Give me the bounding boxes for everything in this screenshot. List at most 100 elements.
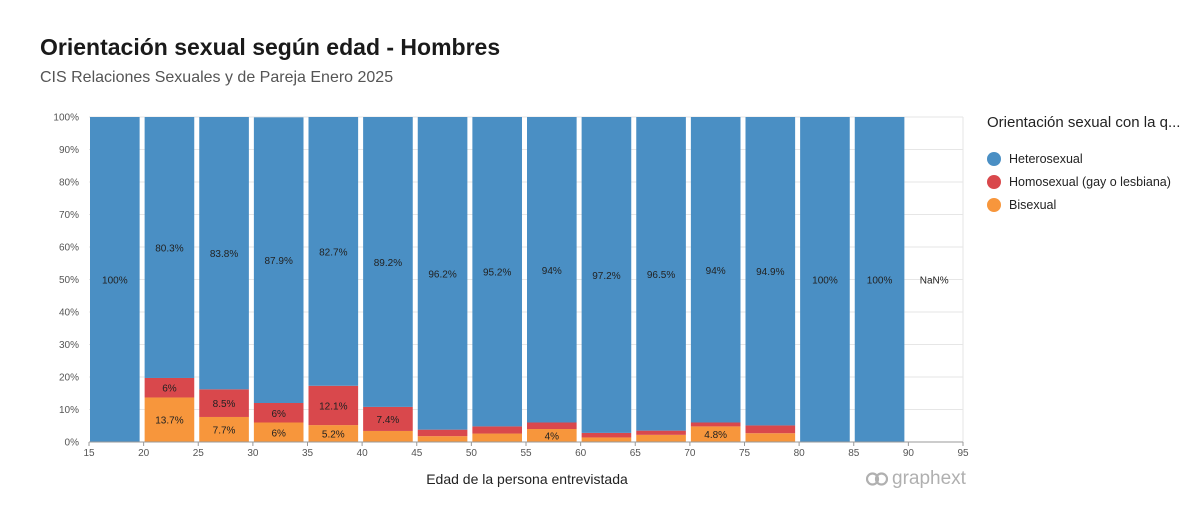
graphext-logo-icon bbox=[866, 472, 888, 486]
bar-segment-bi bbox=[144, 397, 195, 442]
data-label-hetero: 100% bbox=[102, 276, 128, 287]
bar-segment-bi bbox=[636, 434, 686, 442]
data-label-bi: 7.7% bbox=[213, 425, 236, 436]
x-tick-label: 95 bbox=[957, 448, 969, 459]
data-label-bi: 4% bbox=[545, 432, 560, 443]
data-label-homo: 6% bbox=[162, 384, 177, 395]
bar-segment-hetero bbox=[581, 117, 632, 433]
data-label-homo: 12.1% bbox=[319, 401, 347, 412]
bar-segment-bi bbox=[253, 422, 304, 442]
bar-segment-bi bbox=[745, 433, 796, 442]
bar-segment-bi bbox=[472, 433, 522, 442]
x-tick-label: 25 bbox=[193, 448, 205, 459]
x-tick-label: 20 bbox=[138, 448, 150, 459]
x-tick-label: 55 bbox=[520, 448, 532, 459]
bar-segment-homo bbox=[690, 422, 741, 427]
x-tick-label: 90 bbox=[903, 448, 915, 459]
bar-segment-hetero bbox=[527, 117, 577, 423]
brand-name: graphext bbox=[892, 468, 966, 489]
bar-segment-bi bbox=[690, 426, 741, 442]
y-tick-label: 90% bbox=[59, 145, 79, 156]
data-label-bi: 4.8% bbox=[704, 430, 727, 441]
bar-segment-hetero bbox=[253, 117, 304, 403]
brand-logo: graphext bbox=[866, 468, 966, 490]
y-tick-label: 80% bbox=[59, 178, 79, 189]
chart-subtitle: CIS Relaciones Sexuales y de Pareja Ener… bbox=[40, 69, 394, 86]
data-label-hetero: 94% bbox=[542, 266, 562, 277]
y-tick-label: 60% bbox=[59, 243, 79, 254]
legend: Orientación sexual con la q... Heterosex… bbox=[987, 114, 1180, 216]
data-label-hetero: 97.2% bbox=[592, 271, 620, 282]
data-label-hetero: 95.2% bbox=[483, 268, 511, 279]
data-label-hetero: 100% bbox=[867, 276, 893, 287]
data-label-hetero: 94% bbox=[706, 266, 726, 277]
data-label-hetero: 100% bbox=[812, 276, 838, 287]
data-label-hetero: 83.8% bbox=[210, 249, 238, 260]
chart-title: Orientación sexual según edad - Hombres bbox=[40, 34, 501, 60]
bar-segment-hetero bbox=[90, 117, 140, 442]
legend-item-bisexual[interactable]: Bisexual bbox=[987, 193, 1180, 216]
data-label-hetero: 96.5% bbox=[647, 270, 675, 281]
bar-segment-hetero bbox=[472, 117, 522, 427]
y-tick-label: 10% bbox=[59, 405, 79, 416]
bar-segment-hetero bbox=[363, 117, 413, 407]
bar-segment-bi bbox=[581, 437, 632, 442]
data-label-homo: 8.5% bbox=[213, 399, 236, 410]
bar-segment-homo bbox=[472, 426, 522, 434]
bar-segment-hetero bbox=[854, 117, 905, 442]
data-label-bi: 13.7% bbox=[155, 416, 183, 427]
x-tick-label: 30 bbox=[247, 448, 259, 459]
x-tick-label: 40 bbox=[357, 448, 369, 459]
y-tick-label: 30% bbox=[59, 340, 79, 351]
bar-segment-homo bbox=[527, 422, 577, 429]
y-tick-label: 0% bbox=[65, 438, 80, 449]
bar-segment-hetero bbox=[417, 117, 468, 430]
bar-segment-homo bbox=[581, 432, 632, 438]
bar-segment-homo bbox=[363, 406, 413, 431]
bar-segment-homo bbox=[636, 430, 686, 435]
x-tick-label: 50 bbox=[466, 448, 478, 459]
x-tick-label: 35 bbox=[302, 448, 314, 459]
bar-segment-homo bbox=[253, 403, 304, 423]
data-label-homo: 6% bbox=[271, 409, 286, 420]
bar-segment-hetero bbox=[690, 117, 741, 423]
bar-segment-bi bbox=[308, 425, 359, 442]
legend-title: Orientación sexual con la q... bbox=[987, 114, 1181, 131]
bar-segment-homo bbox=[417, 429, 468, 437]
bar-segment-homo bbox=[199, 389, 249, 417]
y-tick-label: 40% bbox=[59, 308, 79, 319]
legend-swatch-homosexual bbox=[987, 174, 1001, 189]
legend-label-heterosexual: Heterosexual bbox=[1009, 151, 1083, 166]
y-tick-label: 50% bbox=[59, 275, 79, 286]
legend-swatch-bisexual bbox=[987, 197, 1001, 212]
bar-segment-hetero bbox=[199, 117, 249, 390]
bar-segment-hetero bbox=[308, 117, 359, 386]
x-tick-label: 45 bbox=[411, 448, 423, 459]
bar-segment-hetero bbox=[144, 117, 195, 378]
legend-label-bisexual: Bisexual bbox=[1009, 197, 1057, 212]
data-label-homo: 7.4% bbox=[377, 415, 400, 426]
data-label-hetero: 82.7% bbox=[319, 247, 347, 258]
legend-swatch-heterosexual bbox=[987, 151, 1001, 166]
data-label-bi: 6% bbox=[271, 428, 286, 439]
bar-segment-bi bbox=[363, 430, 413, 442]
bar-segment-hetero bbox=[745, 117, 796, 426]
bar-segment-homo bbox=[144, 377, 195, 398]
x-tick-label: 60 bbox=[575, 448, 587, 459]
x-tick-label: 15 bbox=[83, 448, 95, 459]
bar-segment-bi bbox=[417, 436, 468, 442]
bar-segment-hetero bbox=[636, 117, 686, 431]
legend-item-homosexual[interactable]: Homosexual (gay o lesbiana) bbox=[987, 170, 1180, 193]
y-tick-label: 100% bbox=[53, 113, 79, 124]
legend-label-homosexual: Homosexual (gay o lesbiana) bbox=[1009, 174, 1171, 189]
x-tick-label: 85 bbox=[848, 448, 860, 459]
data-label-hetero: 94.9% bbox=[756, 267, 784, 278]
x-tick-label: 75 bbox=[739, 448, 751, 459]
data-label-bi: 5.2% bbox=[322, 430, 345, 441]
data-label-hetero: NaN% bbox=[920, 276, 949, 287]
legend-item-heterosexual[interactable]: Heterosexual bbox=[987, 147, 1180, 170]
bar-segment-bi bbox=[527, 429, 577, 442]
y-tick-label: 70% bbox=[59, 210, 79, 221]
bar-segment-homo bbox=[745, 425, 796, 434]
